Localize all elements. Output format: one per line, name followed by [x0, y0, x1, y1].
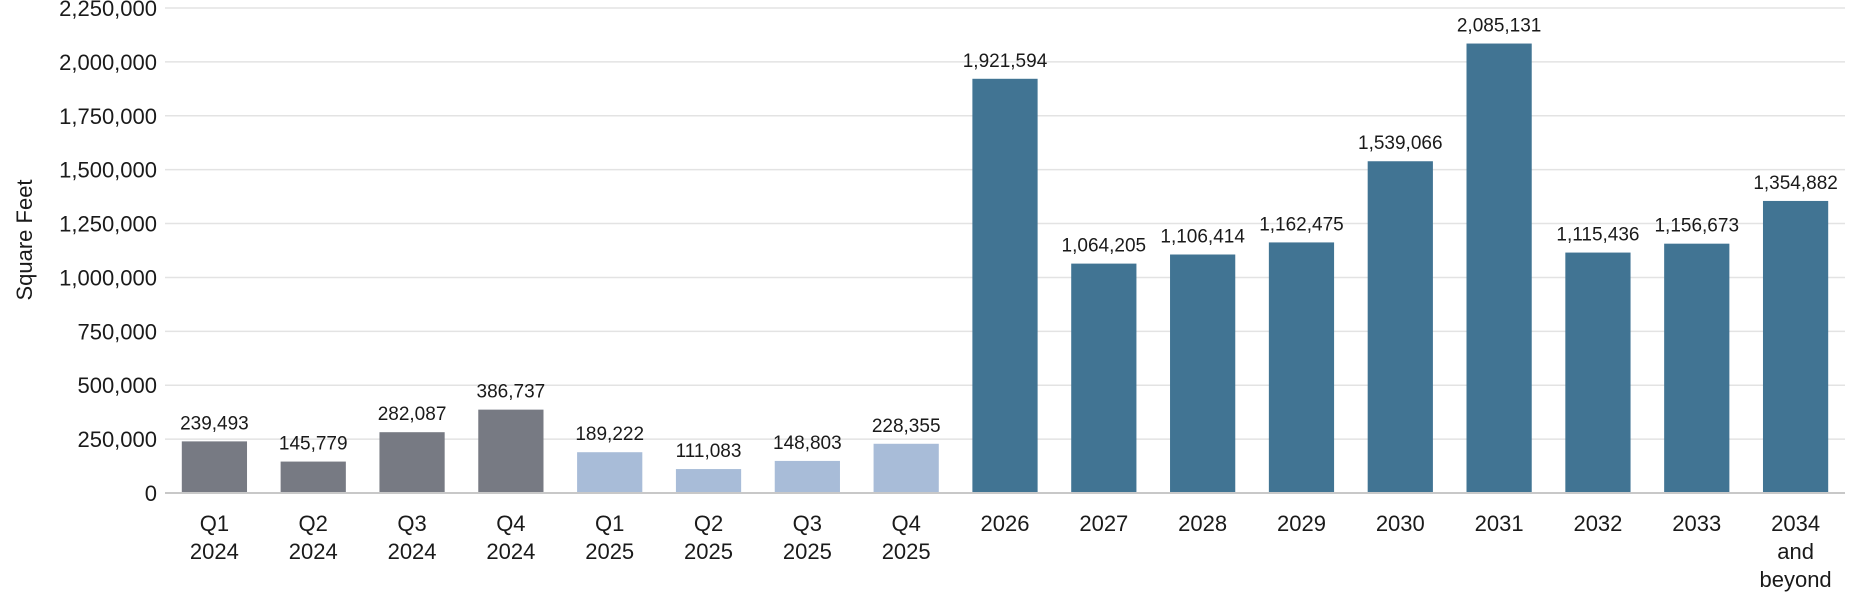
x-category-label: 2032 — [1573, 511, 1622, 536]
data-label: 148,803 — [773, 433, 842, 454]
bar — [577, 452, 643, 493]
data-labels: 239,493 145,779 282,087 386,737 189,222 111,0… — [180, 16, 1838, 463]
x-category-label: Q1 2024 — [190, 511, 239, 564]
y-axis-title: Square Feet — [12, 179, 37, 300]
x-category-label: Q4 2025 — [882, 511, 931, 564]
data-label: 228,355 — [872, 416, 941, 437]
bar — [478, 409, 544, 493]
y-tick-label: 0 — [145, 481, 157, 506]
x-category-label: Q3 2024 — [388, 511, 437, 564]
bar — [1466, 43, 1532, 494]
y-axis-ticks: 0 250,000 500,000 750,000 1,000,000 1,250,000… — [59, 0, 157, 506]
bar — [280, 461, 346, 493]
bar — [1762, 200, 1829, 493]
bars — [181, 43, 1829, 494]
y-tick-label: 250,000 — [77, 427, 157, 452]
bar — [675, 469, 742, 493]
x-category-label: 2027 — [1079, 511, 1128, 536]
y-tick-label: 1,000,000 — [59, 265, 157, 290]
y-tick-label: 1,250,000 — [59, 212, 157, 237]
y-tick-label: 1,500,000 — [59, 158, 157, 183]
data-label: 1,354,882 — [1753, 173, 1838, 194]
data-label: 2,085,131 — [1457, 16, 1542, 37]
data-label: 111,083 — [676, 441, 742, 462]
bar — [1367, 161, 1433, 493]
x-axis-categories: Q1 2024 Q2 2024 Q3 2024 Q4 2024 Q1 2025 Q2 2025 Q3 20… — [190, 511, 1832, 592]
bar — [1170, 254, 1236, 493]
data-label: 239,493 — [180, 413, 249, 434]
data-label: 189,222 — [575, 424, 644, 445]
data-label: 1,156,673 — [1654, 216, 1739, 237]
x-category-label: Q4 2024 — [486, 511, 535, 564]
x-category-label: Q3 2025 — [783, 511, 832, 564]
data-label: 282,087 — [378, 404, 447, 425]
data-label: 1,162,475 — [1259, 214, 1344, 235]
bar — [1071, 263, 1137, 493]
x-category-label: 2026 — [981, 511, 1030, 536]
bar — [1565, 252, 1631, 493]
bar — [774, 460, 840, 493]
y-tick-label: 2,000,000 — [59, 50, 157, 75]
data-label: 1,539,066 — [1358, 133, 1443, 154]
bar — [379, 432, 445, 493]
bar — [873, 443, 939, 493]
data-label: 386,737 — [477, 382, 546, 403]
data-label: 1,921,594 — [963, 51, 1048, 72]
x-category-label: Q2 2024 — [289, 511, 338, 564]
x-category-label: 2034 and beyond — [1759, 511, 1831, 592]
x-category-label: 2029 — [1277, 511, 1326, 536]
data-label: 1,115,436 — [1556, 225, 1639, 246]
x-category-label: 2033 — [1672, 511, 1721, 536]
x-category-label: Q1 2025 — [585, 511, 634, 564]
x-category-label: Q2 2025 — [684, 511, 733, 564]
x-category-label: 2031 — [1475, 511, 1524, 536]
y-tick-label: 1,750,000 — [59, 104, 157, 129]
data-label: 1,064,205 — [1062, 236, 1147, 257]
bar — [1664, 243, 1730, 493]
data-label: 145,779 — [279, 434, 348, 455]
y-tick-label: 500,000 — [77, 373, 157, 398]
x-category-label: 2030 — [1376, 511, 1425, 536]
y-tick-label: 750,000 — [77, 319, 157, 344]
x-category-label: 2028 — [1178, 511, 1227, 536]
bar — [972, 78, 1038, 493]
y-tick-label: 2,250,000 — [59, 0, 157, 21]
bar — [1268, 242, 1335, 493]
bar — [181, 441, 248, 493]
data-label: 1,106,414 — [1160, 227, 1245, 248]
